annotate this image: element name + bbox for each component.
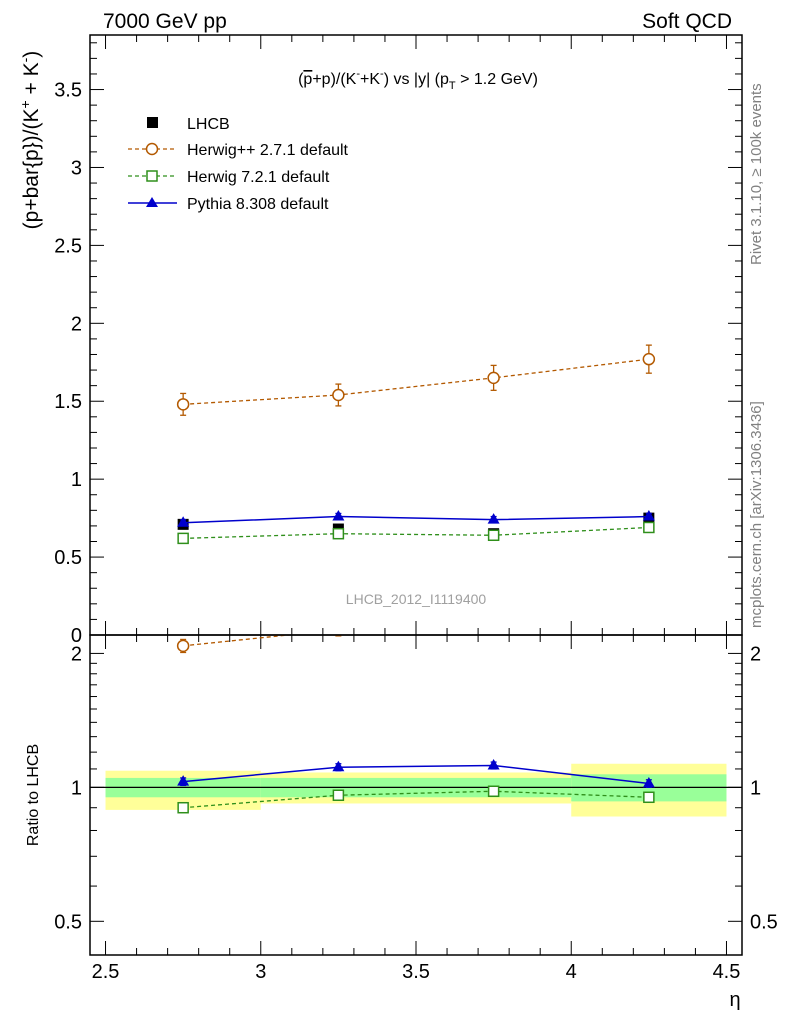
ratio-point-herwig-7-2-1-default	[487, 785, 500, 798]
main-axis-ticks	[90, 35, 742, 636]
legend-marker-pythia	[146, 197, 158, 207]
ratio-line-herwig-7-2-1-default	[183, 790, 649, 809]
ratio-series-pythia-8-308-default	[177, 758, 655, 789]
ratio-panel: 0.5 0.5 1 1 2 2 2.5 3 3.5 4 4.5 Ratio to LHCB η	[25, 601, 778, 1011]
x-tick-label: 2.5	[92, 961, 120, 983]
main-point-herwig-7-2-1-default	[643, 521, 655, 534]
ratio-series-herwig-7-2-1-default	[177, 785, 655, 814]
ratio-point-pythia-8-308-default	[487, 758, 500, 770]
x-tick-label: 3	[255, 961, 266, 983]
main-point-herwig-2-7-1-default	[642, 352, 656, 366]
x-tick-labels: 2.5 3 3.5 4 4.5	[92, 961, 741, 983]
main-point-herwig-7-2-1-default	[332, 527, 345, 540]
ratio-y-tick-label-right: 0.5	[750, 911, 778, 933]
main-point-herwig-2-7-1-default	[332, 388, 345, 402]
main-y-tick-labels: 0.5 1 1.5 2 2.5 3 3.5 0	[54, 80, 82, 647]
main-line-herwig-7-2-1-default	[183, 526, 649, 540]
main-series-lhcb	[177, 512, 655, 540]
main-y-tick-label-zero: 0	[71, 625, 82, 647]
ratio-uncertainty-bands	[105, 763, 727, 817]
ratio-y-tick-label: 2	[71, 643, 82, 665]
ratio-y-tick-label-right: 2	[750, 643, 761, 665]
ratio-y-tick-labels: 0.5 0.5 1 1 2 2	[54, 643, 778, 933]
ratio-line-pythia-8-308-default	[183, 764, 649, 785]
legend-item-pythia: Pythia 8.308 default	[128, 196, 329, 213]
main-chart-title: (p+p)/(K-+K-) vs |y| (pT > 1.2 GeV)	[298, 68, 538, 92]
ratio-point-pythia-8-308-default	[177, 775, 190, 786]
rivet-version-label: Rivet 3.1.10, ≥ 100k events	[748, 83, 765, 265]
analysis-watermark: LHCB_2012_I1119400	[346, 591, 487, 607]
legend: LHCB Herwig++ 2.7.1 default Herwig 7.2.1…	[128, 116, 349, 213]
x-tick-label: 3.5	[402, 961, 430, 983]
main-series-pythia-8-308-default	[177, 510, 655, 527]
ratio-point-herwig-7-2-1-default	[332, 789, 345, 802]
main-point-herwig-7-2-1-default	[487, 529, 500, 542]
main-y-tick-label: 2.5	[54, 235, 82, 257]
legend-marker-lhcb	[147, 117, 158, 128]
main-panel: 0.5 1 1.5 2 2.5 3 3.5 0 (p+p)/(K-+K-) vs |y| (p…	[17, 34, 743, 647]
ratio-point-herwig-7-2-1-default	[643, 791, 655, 804]
legend-item-herwig7: Herwig 7.2.1 default	[128, 169, 330, 186]
ratio-point-herwig-2-7-1-default	[176, 639, 190, 653]
main-y-tick-label: 1.5	[54, 391, 82, 413]
main-point-pythia-8-308-default	[487, 513, 500, 524]
ratio-y-tick-label: 0.5	[54, 911, 82, 933]
ratio-point-pythia-8-308-default	[332, 760, 345, 772]
header-left: 7000 GeV pp	[103, 10, 227, 33]
ratio-series-herwig-2-7-1-default	[176, 601, 654, 654]
ratio-y-axis-label: Ratio to LHCB	[25, 744, 42, 846]
ratio-y-tick-label: 1	[71, 777, 82, 799]
ratio-point-herwig-7-2-1-default	[177, 801, 189, 814]
main-point-pythia-8-308-default	[332, 510, 345, 521]
legend-item-lhcb: LHCB	[147, 116, 230, 133]
main-line-herwig-2-7-1-default	[183, 358, 649, 405]
x-tick-label: 4.5	[713, 961, 741, 983]
main-y-tick-label: 0.5	[54, 547, 82, 569]
main-series-layer	[176, 344, 656, 545]
ratio-plot-frame	[89, 634, 743, 956]
legend-marker-herwig7	[146, 170, 158, 182]
main-series-herwig-7-2-1-default	[177, 521, 655, 545]
legend-label-pythia: Pythia 8.308 default	[187, 196, 329, 213]
ratio-series-layer	[176, 601, 655, 814]
main-point-pythia-8-308-default	[642, 510, 655, 521]
legend-label-lhcb: LHCB	[187, 116, 230, 133]
ratio-y-tick-label-right: 1	[750, 777, 761, 799]
header-right: Soft QCD	[642, 10, 732, 33]
legend-label-herwig7: Herwig 7.2.1 default	[187, 169, 330, 186]
main-y-tick-label: 3	[71, 157, 82, 179]
ratio-point-herwig-2-7-1-default	[643, 616, 654, 627]
legend-item-herwigpp: Herwig++ 2.7.1 default	[128, 142, 349, 159]
legend-marker-herwigpp	[145, 142, 159, 156]
ratio-point-herwig-2-7-1-default	[488, 601, 499, 612]
ratio-line-herwig-2-7-1-default	[183, 635, 295, 647]
main-line-pythia-8-308-default	[183, 515, 649, 524]
ratio-point-pythia-8-308-default	[642, 777, 655, 788]
main-series-herwig-2-7-1-default	[176, 344, 656, 416]
main-point-herwig-2-7-1-default	[487, 371, 500, 385]
main-point-pythia-8-308-default	[177, 516, 190, 527]
main-y-axis-label: (p+bar{p})/(K+ + K-)	[17, 51, 43, 230]
x-axis-label: η	[729, 989, 740, 1011]
main-point-herwig-7-2-1-default	[177, 532, 189, 545]
ratio-axis-ticks	[90, 635, 742, 955]
x-tick-label: 4	[566, 961, 577, 983]
legend-label-herwigpp: Herwig++ 2.7.1 default	[187, 142, 349, 159]
main-y-tick-label: 3.5	[54, 80, 82, 102]
main-y-tick-label: 2	[71, 313, 82, 335]
main-y-tick-label: 1	[71, 469, 82, 491]
main-point-herwig-2-7-1-default	[176, 398, 190, 411]
ratio-point-herwig-2-7-1-default	[334, 635, 342, 637]
mcplots-source-label: mcplots.cern.ch [arXiv:1306.3436]	[748, 401, 765, 628]
